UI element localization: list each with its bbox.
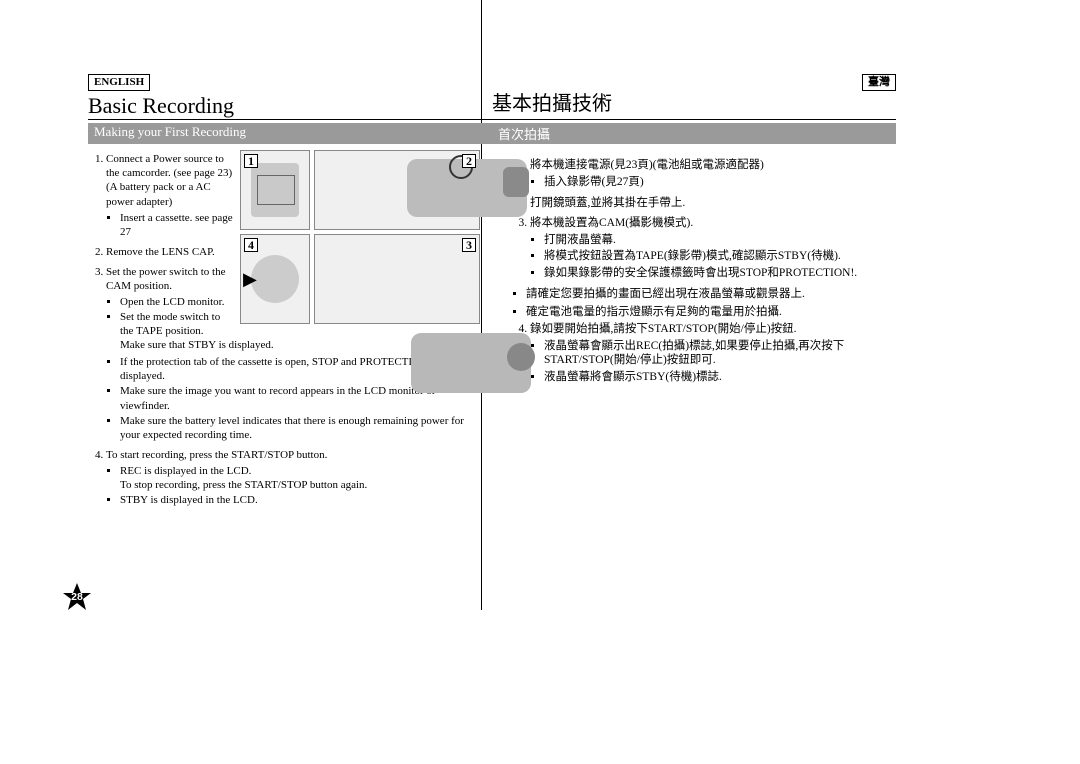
zh-step-3-text: 將本機設置為CAM(攝影機模式). [530, 217, 693, 229]
step-4-sub-1-note: To stop recording, press the START/STOP … [120, 479, 367, 491]
power-switch-icon [251, 255, 299, 303]
illus-label-1: 1 [244, 154, 258, 168]
page-number: 28 [62, 582, 92, 612]
step-1-note: (A battery pack or a AC power adapter) [106, 181, 211, 207]
title-chinese: 基本拍攝技術 [492, 93, 896, 119]
steps-chinese: 將本機連接電源(見23頁)(電池組或電源適配器) 插入錄影帶(見27頁) 打開鏡… [512, 158, 896, 280]
zh-mid-1: 請確定您要拍攝的畫面已經出現在液晶螢幕或觀景器上. [526, 286, 896, 302]
two-columns: 1 2 3 4 Connect a Power source to the ca… [88, 150, 896, 513]
zh-step-4-sub-2: 液晶螢幕將會顯示STBY(待機)標誌. [544, 370, 896, 385]
camera-icon [411, 333, 531, 393]
zh-mid-2: 確定電池電量的指示燈顯示有足夠的電量用於拍攝. [526, 304, 896, 320]
zh-mid-bullets: 請確定您要拍攝的畫面已經出現在液晶螢幕或觀景器上. 確定電池電量的指示燈顯示有足… [512, 286, 896, 320]
lang-left: ENGLISH [88, 74, 150, 91]
step-4-text: To start recording, press the START/STOP… [106, 449, 327, 461]
step-4-sub-2: STBY is displayed in the LCD. [120, 493, 480, 507]
zh-step-4-sub-1: 液晶螢幕會顯示出REC(拍攝)標誌,如果要停止拍攝,再次按下START/STOP… [544, 339, 896, 368]
zh-step-3-sub-1: 打開液晶螢幕. [544, 233, 896, 248]
cassette-icon [251, 163, 299, 217]
subtitle-english: Making your First Recording [88, 123, 492, 144]
illus-2 [314, 150, 480, 230]
page-number-badge: 28 [62, 582, 92, 612]
illus-label-2: 2 [462, 154, 476, 168]
lang-right: 臺灣 [862, 74, 896, 91]
steps-chinese-4: 錄如要開始拍攝,請按下START/STOP(開始/停止)按鈕. 液晶螢幕會顯示出… [512, 322, 896, 384]
zh-step-4: 錄如要開始拍攝,請按下START/STOP(開始/停止)按鈕. 液晶螢幕會顯示出… [530, 322, 896, 384]
step-4-sub-1-text: REC is displayed in the LCD. [120, 465, 251, 477]
title-row: Basic Recording 基本拍攝技術 [88, 93, 896, 120]
zh-step-4-text: 錄如要開始拍攝,請按下START/STOP(開始/停止)按鈕. [530, 323, 797, 335]
manual-page: ENGLISH 臺灣 Basic Recording 基本拍攝技術 Making… [0, 0, 1080, 764]
illus-label-4: 4 [244, 238, 258, 252]
column-english: 1 2 3 4 Connect a Power source to the ca… [88, 150, 492, 513]
subtitle-chinese: 首次拍攝 [492, 123, 896, 144]
step-3-sub-5: Make sure the battery level indicates th… [120, 414, 480, 442]
step-3-text: Set the power switch to the CAM position… [106, 266, 225, 292]
step-1-text: Connect a Power source to the camcorder.… [106, 153, 232, 179]
illus-label-3: 3 [462, 238, 476, 252]
step-3-sub-2-text: Set the mode switch to the TAPE position… [120, 311, 220, 337]
zh-step-1-text: 將本機連接電源(見23頁)(電池組或電源適配器) [530, 159, 764, 171]
column-chinese: 將本機連接電源(見23頁)(電池組或電源適配器) 插入錄影帶(見27頁) 打開鏡… [492, 150, 896, 513]
content-area: ENGLISH 臺灣 Basic Recording 基本拍攝技術 Making… [88, 74, 896, 513]
illus-3 [314, 234, 480, 324]
zh-step-2: 打開鏡頭蓋,並將其掛在手帶上. [530, 196, 896, 211]
zh-step-1: 將本機連接電源(見23頁)(電池組或電源適配器) 插入錄影帶(見27頁) [530, 158, 896, 189]
zh-step-3-sub-3: 錄如果錄影帶的安全保護標籤時會出現STOP和PROTECTION!. [544, 266, 896, 281]
subtitle-row: Making your First Recording 首次拍攝 [88, 123, 896, 144]
step-3-sub-2-note: Make sure that STBY is displayed. [120, 339, 274, 351]
zh-step-3-sub-2: 將模式按鈕設置為TAPE(錄影帶)模式,確認顯示STBY(待機). [544, 249, 896, 264]
step-4: To start recording, press the START/STOP… [106, 448, 480, 507]
step-4-sub-1: REC is displayed in the LCD. To stop rec… [120, 464, 480, 492]
language-labels: ENGLISH 臺灣 [88, 74, 896, 91]
illustration-panel: 1 2 3 4 [240, 150, 480, 324]
title-english: Basic Recording [88, 93, 492, 119]
zh-step-3: 將本機設置為CAM(攝影機模式). 打開液晶螢幕. 將模式按鈕設置為TAPE(錄… [530, 216, 896, 280]
zh-step-1-sub-1: 插入錄影帶(見27頁) [544, 175, 896, 190]
